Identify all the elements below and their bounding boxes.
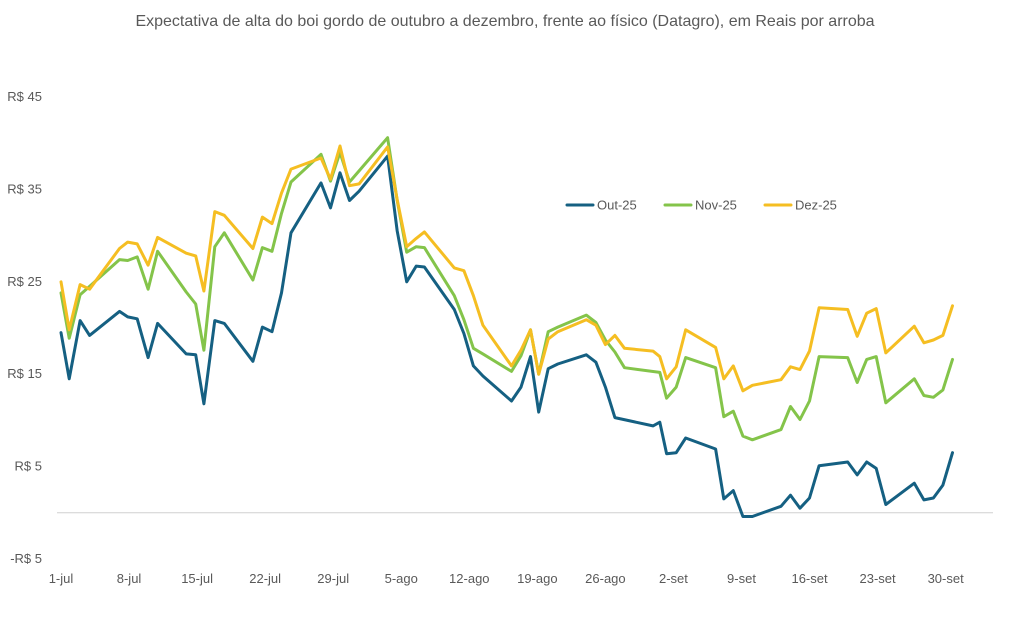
legend-label: Out-25 xyxy=(597,198,637,213)
series-line-out-25 xyxy=(59,154,954,518)
y-axis: R$ 45 R$ 35 R$ 25 R$ 15 R$ 5 -R$ 5 xyxy=(7,89,42,566)
legend-label: Nov-25 xyxy=(695,198,737,213)
x-tick-label: 26-ago xyxy=(585,571,625,586)
series-line-nov-25 xyxy=(59,136,954,442)
x-tick-label: 8-jul xyxy=(117,571,142,586)
x-tick-label: 23-set xyxy=(860,571,897,586)
x-tick-label: 12-ago xyxy=(449,571,489,586)
legend: Out-25 Nov-25 Dez-25 xyxy=(565,198,837,213)
x-tick-label: 22-jul xyxy=(249,571,281,586)
x-tick-label: 30-set xyxy=(928,571,965,586)
x-tick-label: 29-jul xyxy=(317,571,349,586)
y-tick-label: R$ 25 xyxy=(7,274,42,289)
y-tick-label: R$ 35 xyxy=(7,181,42,196)
y-tick-label: -R$ 5 xyxy=(10,551,42,566)
y-tick-label: R$ 5 xyxy=(15,459,42,474)
x-tick-label: 16-set xyxy=(791,571,828,586)
y-tick-label: R$ 45 xyxy=(7,89,42,104)
x-tick-label: 9-set xyxy=(727,571,756,586)
x-tick-label: 15-jul xyxy=(181,571,213,586)
x-tick-label: 1-jul xyxy=(49,571,74,586)
x-axis: 1-jul 8-jul 15-jul 22-jul 29-jul 5-ago 12-ago 1… xyxy=(49,571,964,586)
x-tick-label: 19-ago xyxy=(517,571,557,586)
series-lines xyxy=(59,136,954,518)
chart-title: Expectativa de alta do boi gordo de outu… xyxy=(135,13,874,30)
y-tick-label: R$ 15 xyxy=(7,366,42,381)
series-line-dez-25 xyxy=(59,144,954,393)
x-tick-label: 2-set xyxy=(659,571,688,586)
legend-label: Dez-25 xyxy=(795,198,837,213)
x-tick-label: 5-ago xyxy=(385,571,418,586)
